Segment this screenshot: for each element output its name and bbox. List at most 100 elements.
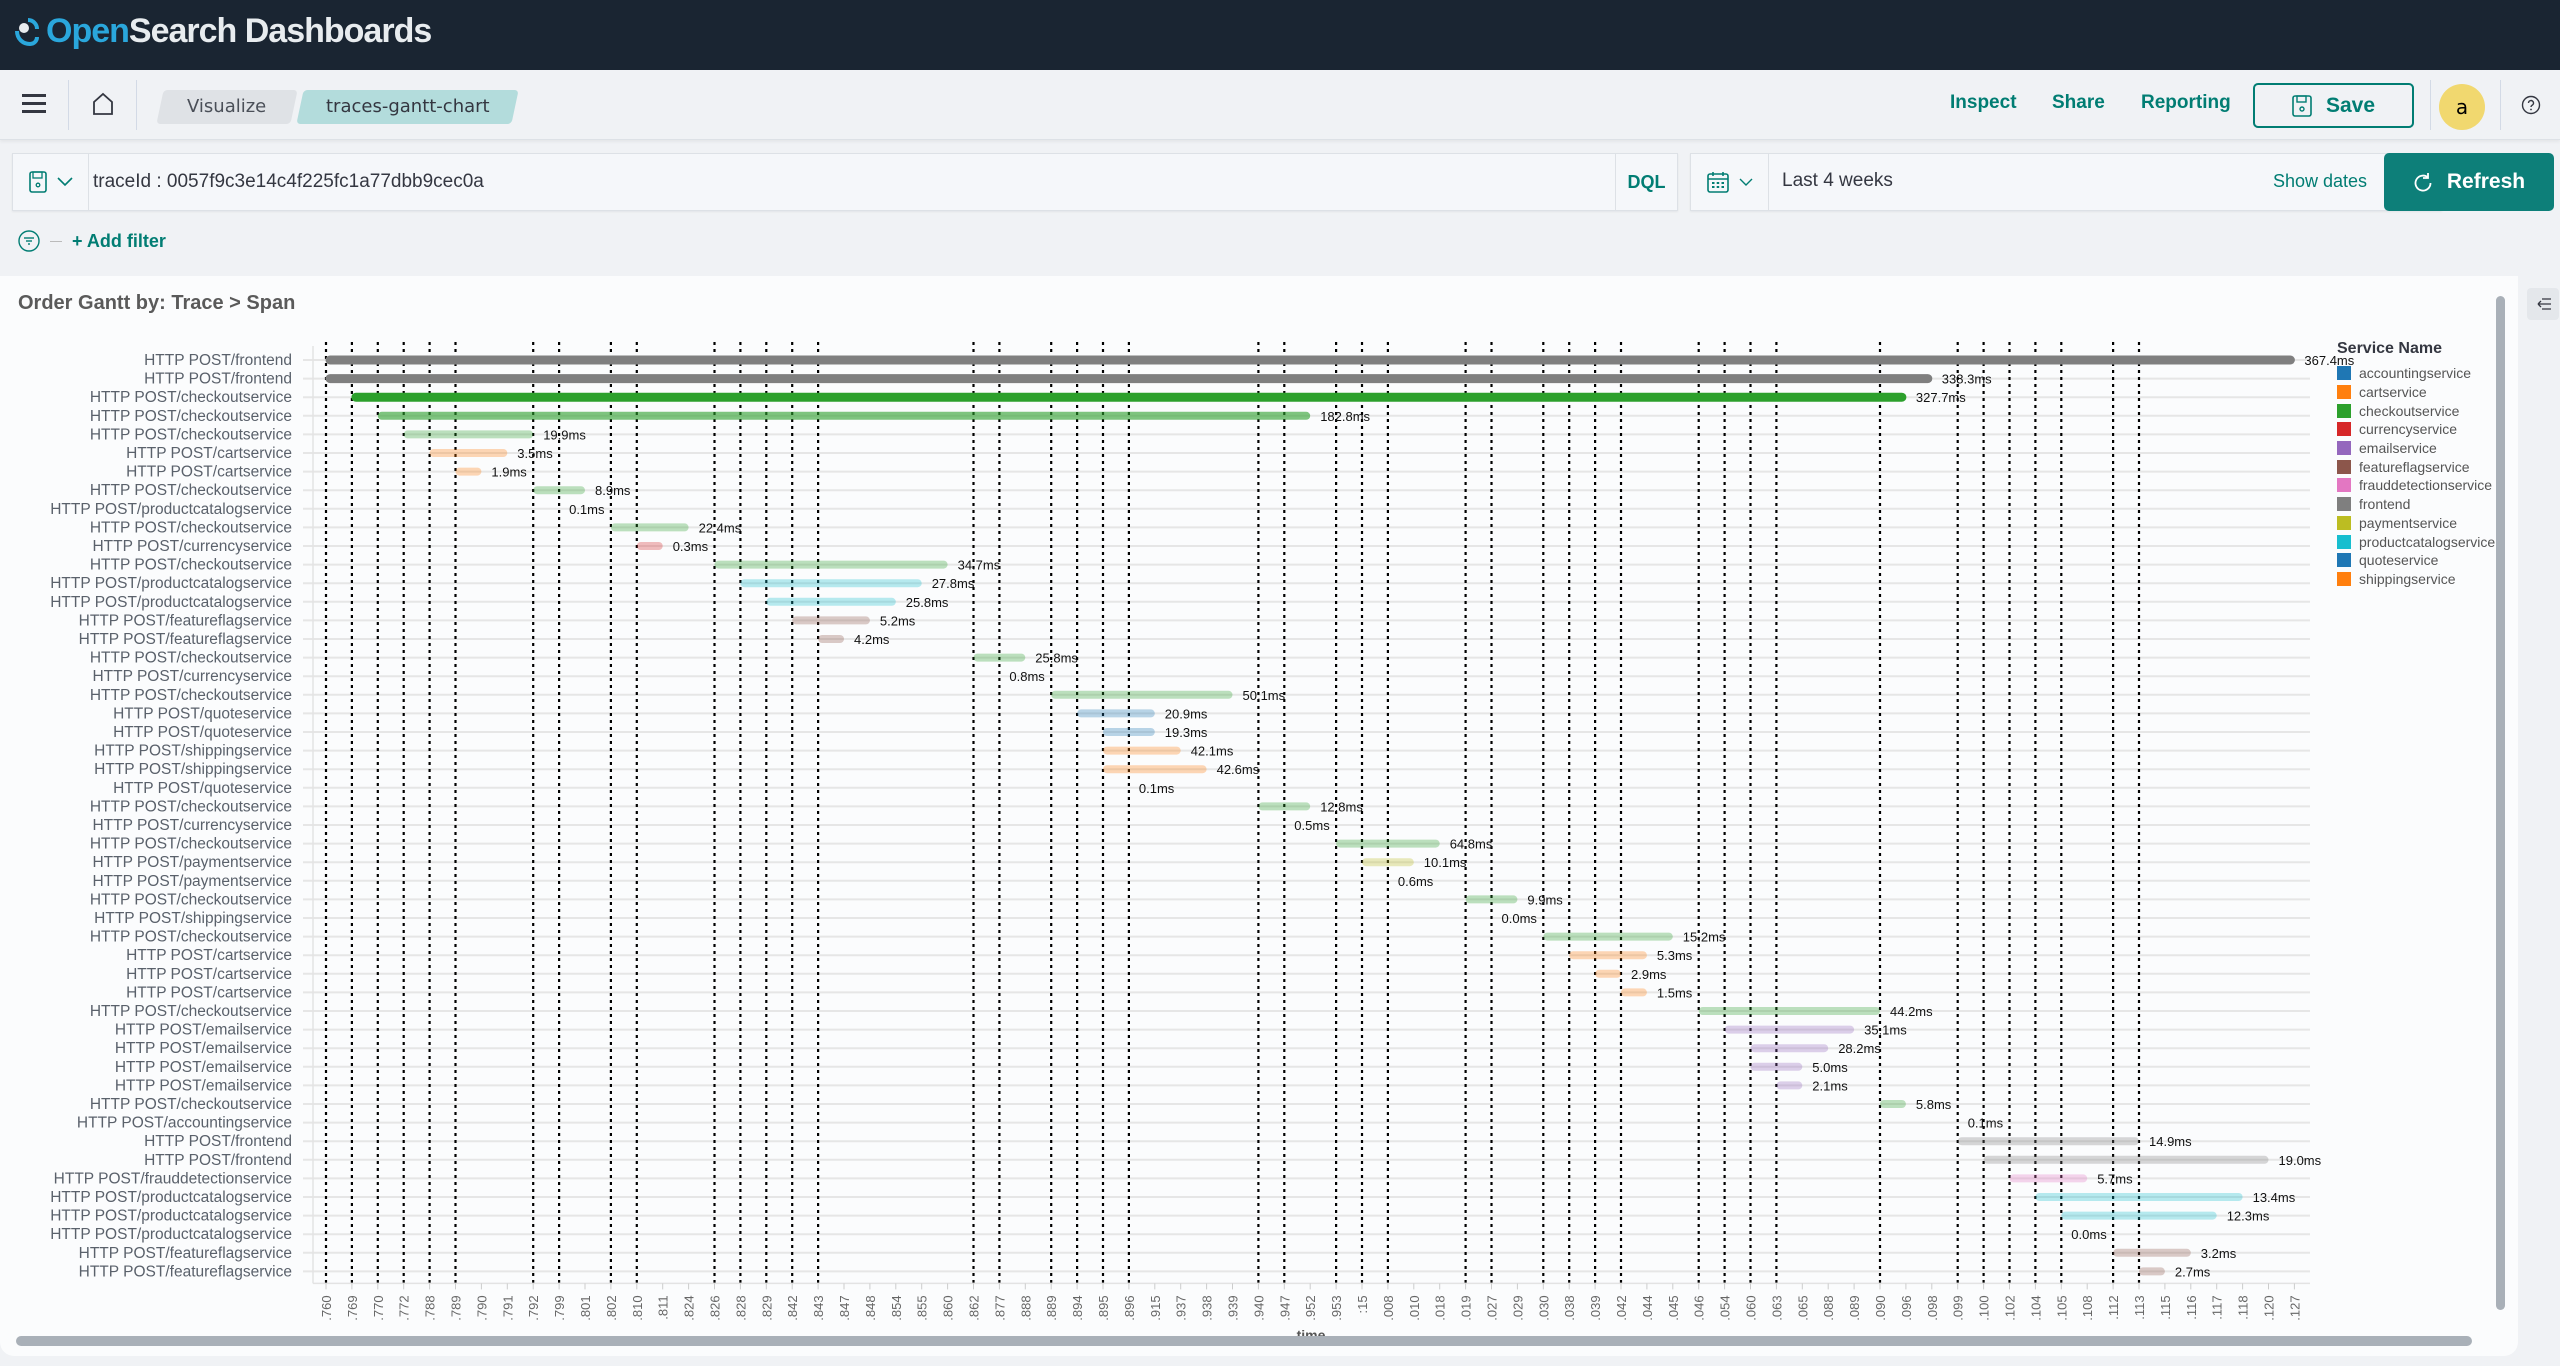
x-tick-label: .952 — [1303, 1295, 1318, 1320]
calendar-icon — [1706, 172, 1729, 193]
x-tick-label: :15 — [1355, 1295, 1370, 1313]
share-link[interactable]: Share — [2052, 92, 2105, 113]
span-label: HTTP POST/productcatalogservice — [50, 1226, 292, 1243]
span-label: HTTP POST/featureflagservice — [79, 1263, 292, 1280]
legend-item[interactable]: paymentservice — [2337, 514, 2515, 533]
legend-item[interactable]: quoteservice — [2337, 551, 2515, 570]
legend-swatch — [2337, 422, 2351, 437]
opensearch-logo[interactable]: OpenSearch Dashboards — [14, 12, 432, 51]
span-label: HTTP POST/shippingservice — [94, 910, 292, 927]
span-label: HTTP POST/frontend — [144, 352, 292, 369]
query-input[interactable]: traceId : 0057f9c3e14c4f225fc1a77dbb9cec… — [93, 171, 484, 192]
x-tick-label: .120 — [2262, 1295, 2277, 1320]
brand-open: Open — [46, 12, 130, 50]
avatar[interactable]: a — [2439, 84, 2485, 130]
span-label: HTTP POST/quoteservice — [113, 724, 292, 741]
duration-label: 42.6ms — [1217, 762, 1260, 777]
legend-label: paymentservice — [2359, 514, 2458, 531]
duration-label: 0.1ms — [1968, 1116, 2004, 1131]
x-tick-label: .894 — [1070, 1295, 1085, 1320]
horizontal-scrollbar[interactable] — [16, 1336, 2472, 1346]
chevron-down-icon — [1739, 178, 1752, 186]
chart-title: Order Gantt by: Trace > Span — [18, 292, 296, 314]
legend-item[interactable]: frontend — [2337, 495, 2515, 514]
legend-item[interactable]: checkoutservice — [2337, 401, 2515, 420]
saved-queries-button[interactable] — [13, 154, 89, 210]
duration-label: 182.8ms — [1320, 409, 1370, 424]
x-tick-label: .895 — [1096, 1295, 1111, 1320]
legend-item[interactable]: cartservice — [2337, 383, 2515, 402]
x-tick-label: .802 — [604, 1295, 619, 1320]
x-tick-label: .801 — [578, 1295, 593, 1320]
legend-label: featureflagservice — [2359, 458, 2470, 475]
x-tick-label: .810 — [630, 1295, 645, 1320]
duration-label: 15.2ms — [1683, 930, 1726, 945]
vertical-scrollbar[interactable] — [2496, 296, 2505, 1310]
x-tick-label: .008 — [1381, 1295, 1396, 1320]
legend-item[interactable]: emailservice — [2337, 439, 2515, 458]
menu-left-icon — [2537, 298, 2551, 310]
span-label: HTTP POST/frontend — [144, 1133, 292, 1150]
x-tick-label: .098 — [1925, 1295, 1940, 1320]
filter-icon[interactable] — [18, 230, 40, 252]
span-label: HTTP POST/quoteservice — [113, 780, 292, 797]
date-range-value[interactable]: Last 4 weeks — [1782, 170, 1893, 191]
legend-item[interactable]: featureflagservice — [2337, 457, 2515, 476]
span-label: HTTP POST/productcatalogservice — [50, 1208, 292, 1225]
duration-label: 0.0ms — [2071, 1227, 2107, 1242]
x-tick-label: .842 — [785, 1295, 800, 1320]
duration-label: 4.2ms — [854, 632, 890, 647]
span-label: HTTP POST/checkoutservice — [90, 557, 292, 574]
span-label: HTTP POST/checkoutservice — [90, 1096, 292, 1113]
legend-item[interactable]: accountingservice — [2337, 364, 2515, 383]
x-tick-label: .862 — [967, 1295, 982, 1320]
legend-swatch — [2337, 403, 2351, 418]
x-tick-label: .939 — [1226, 1295, 1241, 1320]
x-tick-label: .102 — [2003, 1295, 2018, 1320]
legend-item[interactable]: productcatalogservice — [2337, 532, 2515, 551]
span-label: HTTP POST/checkoutservice — [90, 929, 292, 946]
x-tick-label: .029 — [1510, 1295, 1525, 1320]
query-language-button[interactable]: DQL — [1615, 154, 1677, 210]
help-icon[interactable] — [2521, 95, 2541, 115]
span-label: HTTP POST/checkoutservice — [90, 426, 292, 443]
x-tick-label: .039 — [1588, 1295, 1603, 1320]
duration-label: 50.1ms — [1243, 688, 1286, 703]
refresh-label: Refresh — [2446, 170, 2526, 193]
legend-swatch — [2337, 515, 2351, 530]
x-tick-label: .953 — [1329, 1295, 1344, 1320]
duration-label: 5.0ms — [1812, 1060, 1848, 1075]
add-filter-button[interactable]: + Add filter — [72, 230, 166, 251]
legend-label: accountingservice — [2359, 365, 2472, 382]
span-label: HTTP POST/cartservice — [126, 984, 292, 1001]
span-label: HTTP POST/checkoutservice — [90, 836, 292, 853]
reporting-link[interactable]: Reporting — [2141, 92, 2231, 113]
show-dates-link[interactable]: Show dates — [2272, 171, 2367, 191]
x-tick-label: .044 — [1640, 1295, 1655, 1320]
refresh-button[interactable]: Refresh — [2384, 153, 2554, 211]
span-label: HTTP POST/paymentservice — [92, 873, 292, 890]
span-label: HTTP POST/checkoutservice — [90, 519, 292, 536]
legend-item[interactable]: shippingservice — [2337, 570, 2515, 589]
x-tick-label: .096 — [1899, 1295, 1914, 1320]
span-label: HTTP POST/emailservice — [115, 1022, 292, 1039]
span-label: HTTP POST/emailservice — [115, 1077, 292, 1094]
save-button[interactable]: Save — [2253, 83, 2414, 128]
legend-label: shippingservice — [2359, 570, 2456, 587]
span-label: HTTP POST/frontend — [144, 1152, 292, 1169]
x-tick-label: .937 — [1174, 1295, 1189, 1320]
menu-icon[interactable] — [22, 94, 46, 114]
inspect-link[interactable]: Inspect — [1950, 92, 2017, 113]
x-tick-label: .789 — [449, 1295, 464, 1320]
x-tick-label: .042 — [1614, 1295, 1629, 1320]
duration-label: 0.5ms — [1294, 818, 1330, 833]
legend-item[interactable]: currencyservice — [2337, 420, 2515, 439]
legend-item[interactable]: frauddetectionservice — [2337, 476, 2515, 495]
collapse-sidebar-button[interactable] — [2527, 288, 2559, 320]
legend-swatch — [2337, 459, 2351, 474]
x-tick-label: .088 — [1821, 1295, 1836, 1320]
home-icon[interactable] — [92, 92, 114, 116]
quick-menu-button[interactable] — [1691, 154, 1769, 210]
duration-label: 25.8ms — [906, 595, 949, 610]
